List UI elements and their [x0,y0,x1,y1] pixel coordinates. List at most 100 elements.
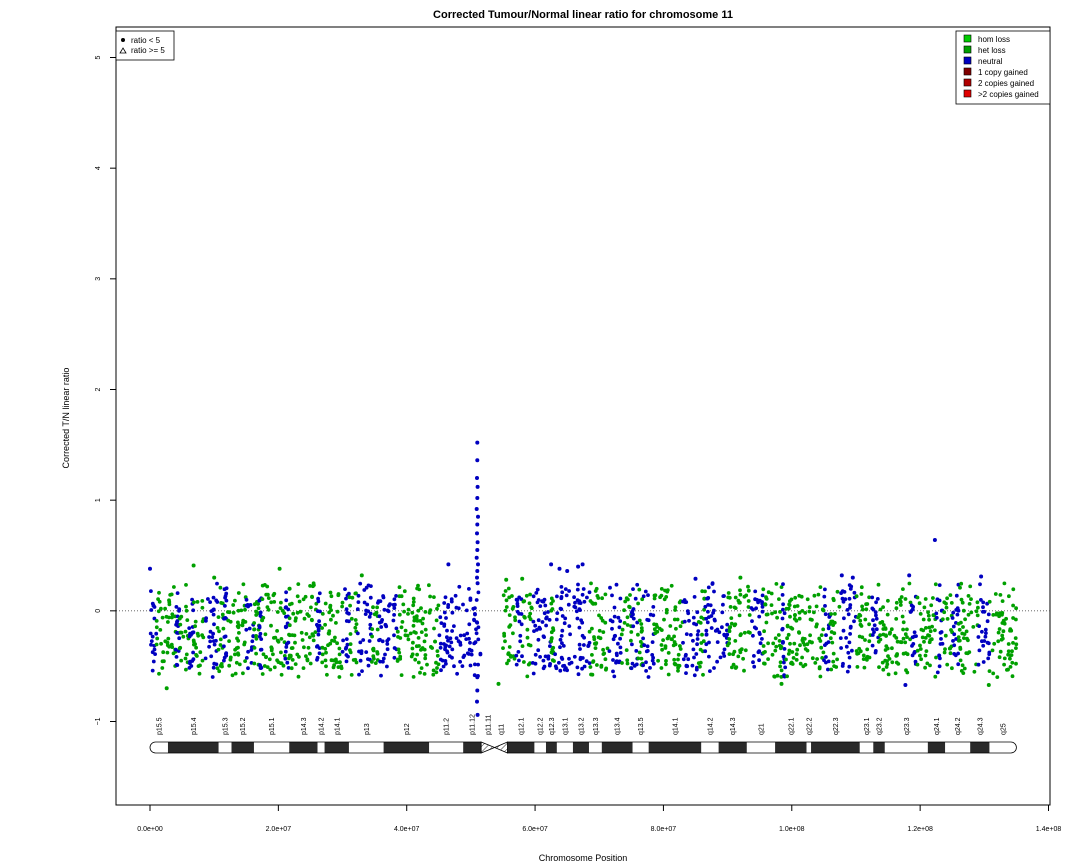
data-point [696,661,701,665]
data-point [562,621,567,626]
data-point [373,661,378,665]
data-point [411,596,416,601]
data-point [200,658,205,663]
data-point [905,635,909,639]
data-point [894,606,899,611]
data-point [345,642,350,647]
data-point [618,651,623,655]
data-point [415,586,419,591]
data-point [222,587,227,592]
data-point [318,609,322,614]
data-point [725,632,730,637]
data-point [233,652,237,657]
data-point [764,620,769,625]
outlier-point [359,573,364,578]
data-point [187,634,192,639]
data-point [993,592,998,596]
data-point [1011,641,1015,645]
data-point [452,624,456,628]
data-point [385,647,390,652]
data-point [285,660,290,665]
data-point [847,640,852,645]
data-point [743,648,748,653]
data-point [513,618,518,623]
data-point [646,593,650,597]
data-point [816,592,821,597]
data-point [751,660,755,665]
data-point [959,597,964,602]
data-point [687,618,691,623]
ideogram-band [859,742,874,753]
data-point [703,649,708,654]
data-point [715,659,719,664]
data-point [641,636,645,641]
data-point [341,638,345,643]
data-point [367,615,372,619]
data-point [876,582,881,587]
data-point [354,622,359,626]
data-point [368,595,373,600]
band-label: p14.3 [301,717,308,735]
data-point [577,642,582,647]
data-point [859,592,864,596]
legend-swatch [963,78,972,87]
data-point [956,638,961,643]
data-point [715,627,720,632]
data-point [762,661,767,666]
data-point [990,648,995,653]
data-point [408,631,413,636]
data-point [331,665,336,670]
data-point [382,607,387,612]
data-point [602,651,607,656]
data-point [798,643,802,648]
band-label: q25 [1000,723,1007,735]
data-point [236,608,241,613]
data-point [272,665,277,670]
data-point [623,599,628,604]
data-point [364,650,369,654]
ideogram-band [873,742,885,753]
data-point [417,644,421,648]
data-point [447,654,452,658]
data-point [159,606,163,611]
data-point [335,641,339,646]
data-point [855,665,860,669]
data-point [323,646,328,651]
data-point [950,666,954,671]
y-tick-label: 4 [95,166,102,170]
data-point [599,616,604,620]
q-arm-outline [507,741,1017,754]
data-point [733,666,738,670]
data-point [241,620,245,625]
band-label: q12.1 [518,717,525,735]
legend-swatch [963,45,972,54]
data-point [226,618,231,623]
data-point [639,656,644,661]
data-point [582,599,587,604]
data-point [158,628,163,632]
data-point [861,653,866,658]
data-point [432,595,436,599]
data-point [588,665,593,669]
data-point [873,610,878,615]
data-point [575,587,580,592]
data-point [503,589,508,593]
data-point [329,658,334,663]
ideogram-band [150,742,168,753]
data-point [302,616,307,621]
data-point [585,595,589,600]
data-point [704,628,709,633]
data-point [848,603,853,607]
x-tick-label: 2.0e+07 [266,826,292,833]
data-point [317,591,322,596]
data-point [476,637,481,642]
data-point [858,613,863,618]
data-point [323,622,327,627]
data-point [625,623,630,627]
outlier-point [520,576,525,581]
data-point [323,658,328,663]
data-point [381,656,386,661]
data-point [787,648,792,653]
data-point [184,608,189,613]
data-point [681,640,685,645]
